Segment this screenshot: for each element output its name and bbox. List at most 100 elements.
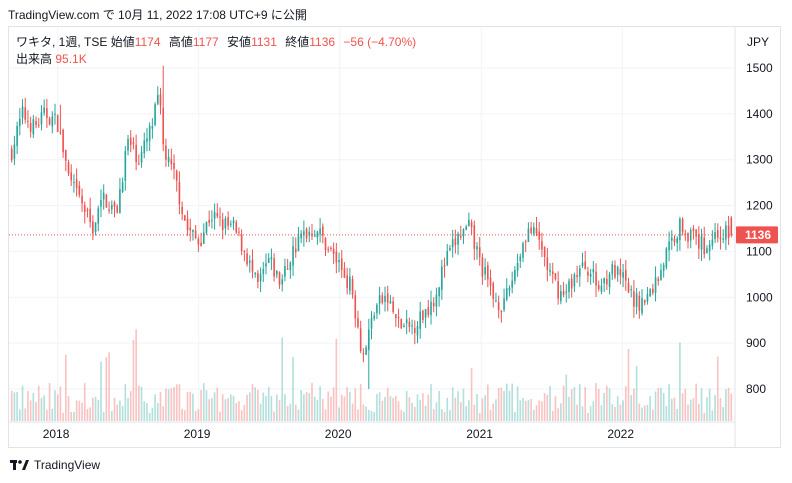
- candle-body: [230, 223, 232, 225]
- candle-body: [500, 310, 503, 313]
- volume-bar: [94, 396, 97, 421]
- candle-body: [267, 258, 270, 263]
- volume-bar: [294, 404, 297, 421]
- tradingview-logo-icon: [10, 460, 29, 470]
- candle-body: [465, 226, 468, 230]
- candle-body: [40, 112, 43, 125]
- volume-bar: [565, 374, 568, 421]
- candle-body: [487, 265, 489, 280]
- candle-body: [687, 233, 689, 242]
- volume-bar: [560, 403, 562, 421]
- candle-body: [148, 125, 151, 141]
- price-tick-label: 1400: [746, 107, 773, 121]
- volume-bar: [457, 391, 459, 421]
- volume-bar: [24, 408, 27, 421]
- candle-body: [219, 216, 221, 218]
- candle-body: [503, 298, 505, 310]
- volume-bar: [546, 394, 549, 421]
- symbol-label[interactable]: ワキタ, 1週, TSE: [16, 35, 108, 49]
- year-tick-label: 2022: [607, 427, 634, 441]
- volume-bar: [259, 403, 262, 421]
- chart-frame[interactable]: [8, 26, 781, 448]
- candle-body: [108, 209, 110, 211]
- candle-body: [722, 238, 724, 240]
- candle-body: [438, 287, 440, 297]
- volume-bar: [719, 398, 722, 421]
- candle-body: [146, 138, 148, 142]
- volume-bar: [308, 393, 311, 421]
- candle-body: [730, 217, 733, 235]
- candle-body: [19, 118, 21, 127]
- candle-body: [441, 266, 443, 290]
- candle-body: [578, 268, 581, 277]
- candle-body: [608, 274, 611, 288]
- candle-body: [24, 107, 27, 120]
- candle-body: [714, 232, 716, 239]
- volume-bar: [411, 402, 413, 421]
- candle-body: [313, 235, 316, 237]
- volume-bar: [587, 412, 589, 421]
- volume-bar: [119, 400, 121, 421]
- volume-bar: [105, 357, 108, 421]
- candle-body: [657, 278, 660, 282]
- volume-bar: [698, 403, 700, 421]
- volume-bar: [473, 404, 476, 421]
- volume-bar: [213, 392, 216, 421]
- candle-body: [97, 208, 100, 224]
- volume-bar: [687, 404, 689, 421]
- candle-body: [75, 179, 78, 188]
- candle-body: [413, 327, 416, 333]
- candle-body: [381, 295, 384, 303]
- candle-body: [56, 115, 59, 133]
- volume-bar: [730, 393, 733, 421]
- candle-body: [362, 352, 365, 355]
- volume-bar: [654, 391, 657, 421]
- candle-body: [654, 277, 657, 293]
- candle-body: [186, 218, 189, 230]
- volume-bar: [305, 392, 308, 421]
- candle-body: [351, 279, 354, 295]
- candle-body: [281, 279, 284, 285]
- volume-bar: [86, 408, 89, 421]
- candle-body: [86, 209, 89, 211]
- candle-body: [194, 230, 197, 238]
- footer-branding[interactable]: TradingView: [10, 458, 100, 472]
- candle-body: [308, 231, 311, 236]
- volume-bar: [170, 388, 173, 421]
- volume-bar: [459, 402, 462, 421]
- candle-body: [679, 218, 681, 240]
- volume-bar: [246, 394, 248, 421]
- volume-bar: [340, 394, 343, 421]
- volume-bar: [267, 387, 270, 421]
- candle-body: [316, 231, 319, 238]
- volume-bar: [292, 357, 294, 421]
- volume-label: 出来高: [16, 52, 53, 66]
- candle-body: [311, 233, 313, 237]
- candle-body: [202, 232, 205, 244]
- volume-bar: [365, 406, 367, 421]
- volume-bar: [275, 394, 278, 421]
- candle-body: [692, 228, 695, 232]
- candle-body: [386, 293, 389, 303]
- candle-body: [175, 170, 178, 181]
- candle-body: [330, 247, 332, 249]
- last-price-badge: [736, 226, 778, 244]
- volume-bar: [646, 404, 649, 421]
- candle-body: [378, 295, 381, 304]
- volume-bar: [124, 384, 127, 421]
- volume-bar: [389, 396, 392, 421]
- candle-body: [121, 182, 124, 192]
- candle-body: [584, 261, 587, 270]
- candle-body: [446, 251, 449, 265]
- candle-body: [227, 217, 229, 226]
- candle-body: [165, 145, 167, 160]
- candle-body: [67, 162, 70, 174]
- candle-body: [62, 129, 64, 153]
- candle-body: [211, 220, 213, 222]
- volume-bar: [600, 405, 603, 421]
- candle-body: [94, 222, 97, 233]
- ohlc-legend: ワキタ, 1週, TSE 始値1174 高値1177 安値1131 終値1136…: [16, 34, 421, 68]
- candle-body: [221, 219, 224, 230]
- volume-bar: [700, 388, 703, 421]
